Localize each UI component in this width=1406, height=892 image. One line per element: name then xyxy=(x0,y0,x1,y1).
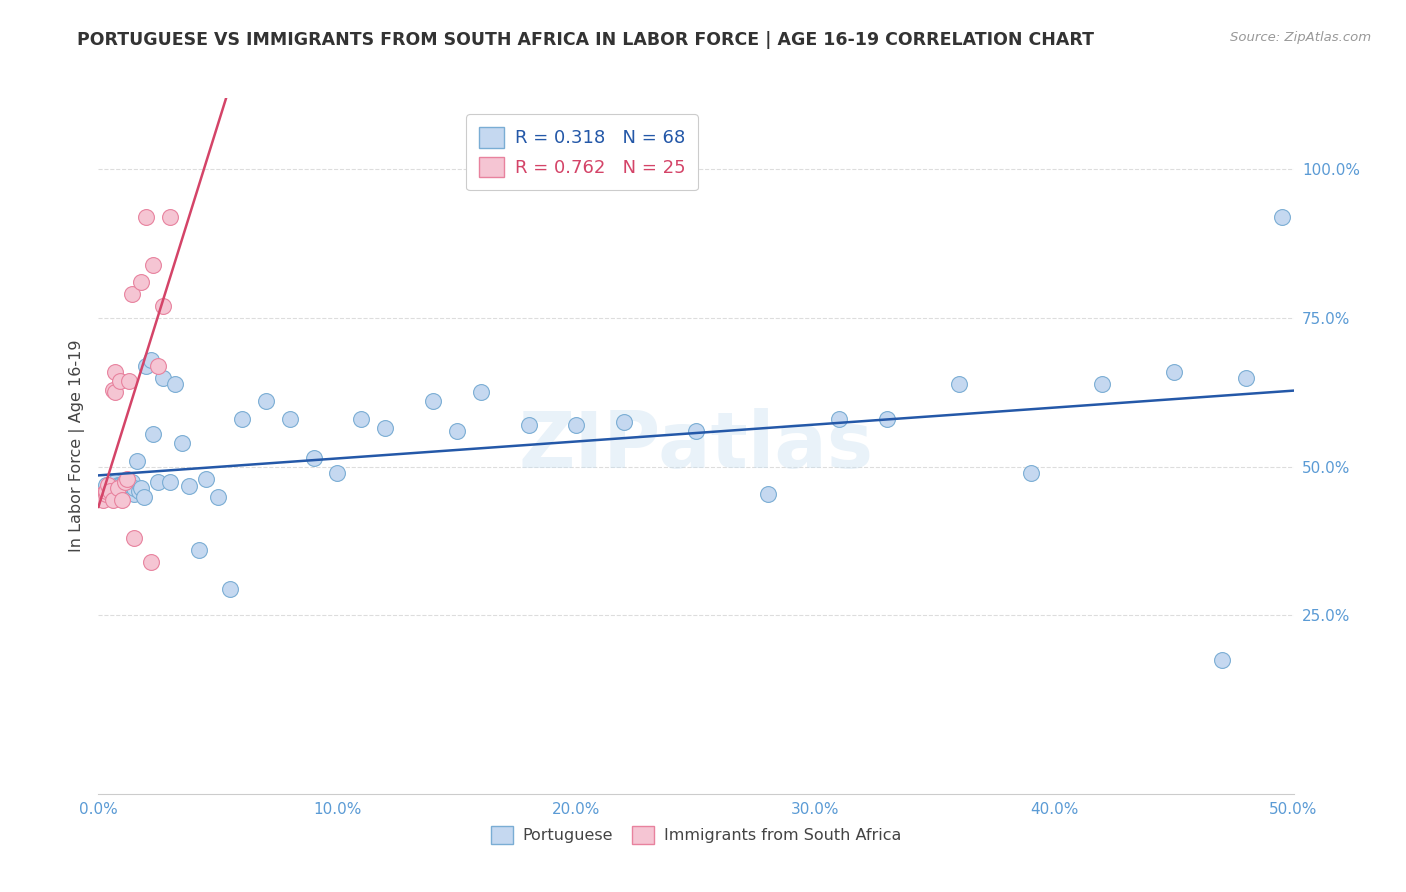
Point xyxy=(131,481,153,495)
Point xyxy=(254,394,277,409)
Point xyxy=(114,475,136,489)
Point xyxy=(98,477,122,491)
Point xyxy=(108,483,131,498)
Point xyxy=(613,415,636,429)
Point xyxy=(94,477,117,491)
Point xyxy=(107,481,129,495)
Point xyxy=(94,483,117,498)
Point xyxy=(101,492,124,507)
Point xyxy=(107,483,129,498)
Point xyxy=(104,486,127,500)
Point xyxy=(374,421,396,435)
Point xyxy=(98,481,122,495)
Point xyxy=(828,412,851,426)
Point xyxy=(115,472,138,486)
Point xyxy=(219,582,242,596)
Point xyxy=(135,210,157,224)
Point xyxy=(148,359,170,373)
Point xyxy=(114,481,136,495)
Point xyxy=(565,418,588,433)
Y-axis label: In Labor Force | Age 16-19: In Labor Force | Age 16-19 xyxy=(69,340,86,552)
Point xyxy=(1091,376,1114,391)
Point xyxy=(1271,210,1294,224)
Point xyxy=(97,486,120,500)
Point xyxy=(111,486,134,500)
Point xyxy=(142,427,165,442)
Point xyxy=(124,481,146,495)
Point xyxy=(207,490,229,504)
Point xyxy=(1019,466,1042,480)
Point xyxy=(1234,370,1257,384)
Point xyxy=(111,481,134,495)
Point xyxy=(91,486,114,500)
Point xyxy=(121,287,143,301)
Text: ZIPatlas: ZIPatlas xyxy=(519,408,873,484)
Point xyxy=(187,543,209,558)
Point xyxy=(326,466,349,480)
Point xyxy=(108,374,131,388)
Point xyxy=(139,352,162,367)
Point xyxy=(108,490,131,504)
Point xyxy=(231,412,253,426)
Point xyxy=(159,475,181,489)
Point xyxy=(756,486,779,500)
Point xyxy=(107,486,129,500)
Point xyxy=(139,555,162,569)
Point xyxy=(470,385,492,400)
Point xyxy=(124,531,146,545)
Point xyxy=(152,370,174,384)
Point xyxy=(94,486,117,500)
Point xyxy=(350,412,373,426)
Point xyxy=(115,475,138,489)
Point xyxy=(876,412,898,426)
Point xyxy=(124,486,146,500)
Point xyxy=(142,258,165,272)
Point xyxy=(131,276,153,290)
Point xyxy=(159,210,181,224)
Point xyxy=(108,477,131,491)
Point xyxy=(1163,365,1185,379)
Point xyxy=(948,376,970,391)
Point xyxy=(422,394,444,409)
Text: PORTUGUESE VS IMMIGRANTS FROM SOUTH AFRICA IN LABOR FORCE | AGE 16-19 CORRELATIO: PORTUGUESE VS IMMIGRANTS FROM SOUTH AFRI… xyxy=(77,31,1094,49)
Legend: Portuguese, Immigrants from South Africa: Portuguese, Immigrants from South Africa xyxy=(482,818,910,852)
Point xyxy=(118,483,141,498)
Point xyxy=(101,383,124,397)
Point xyxy=(98,483,122,498)
Point xyxy=(152,299,174,313)
Point xyxy=(107,477,129,491)
Point xyxy=(132,490,155,504)
Point xyxy=(121,475,143,489)
Point xyxy=(97,477,120,491)
Point xyxy=(179,479,201,493)
Point xyxy=(91,492,114,507)
Point xyxy=(125,454,148,468)
Point xyxy=(517,418,540,433)
Point xyxy=(114,486,136,500)
Point xyxy=(135,359,157,373)
Point xyxy=(104,365,127,379)
Point xyxy=(118,374,141,388)
Point xyxy=(172,436,194,450)
Point xyxy=(685,424,707,438)
Point xyxy=(104,385,127,400)
Point xyxy=(104,475,127,489)
Text: Source: ZipAtlas.com: Source: ZipAtlas.com xyxy=(1230,31,1371,45)
Point xyxy=(278,412,301,426)
Point xyxy=(163,376,186,391)
Point xyxy=(101,483,124,498)
Point xyxy=(111,492,134,507)
Point xyxy=(148,475,170,489)
Point xyxy=(115,483,138,498)
Point xyxy=(111,477,134,491)
Point xyxy=(195,472,218,486)
Point xyxy=(302,450,325,465)
Point xyxy=(1211,653,1233,667)
Point xyxy=(446,424,468,438)
Point xyxy=(118,477,141,491)
Point xyxy=(128,483,150,498)
Point xyxy=(104,481,127,495)
Point xyxy=(101,477,124,491)
